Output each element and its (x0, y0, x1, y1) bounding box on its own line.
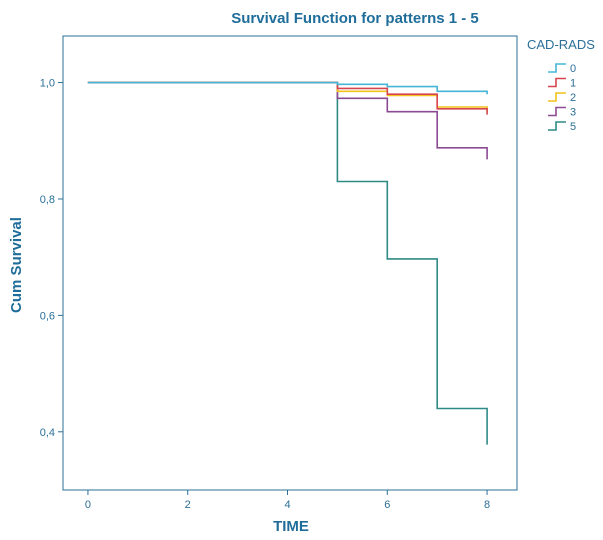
y-ticks: 0,4 0,6 0,8 1,0 (40, 78, 63, 439)
plot-frame (62, 35, 518, 491)
legend-swatch-1 (548, 77, 566, 88)
legend-title: CAD-RADS (527, 37, 595, 52)
series-line-5 (87, 81, 488, 445)
y-tick-label: 0,8 (40, 194, 55, 206)
legend-label: 0 (570, 63, 576, 75)
x-tick-label: 4 (284, 499, 290, 511)
legend: CAD-RADS 0 1 2 3 5 (527, 37, 595, 133)
y-tick-label: 0,6 (40, 310, 55, 322)
x-tick-label: 8 (484, 499, 490, 511)
series-lines (87, 81, 488, 445)
series-line-0 (87, 81, 488, 95)
x-tick-label: 0 (85, 499, 91, 511)
legend-swatch-2 (548, 92, 566, 102)
legend-label: 2 (570, 92, 576, 104)
x-axis-label: TIME (273, 518, 309, 535)
legend-items: 0 1 2 3 5 (548, 63, 576, 133)
legend-swatch-3 (548, 106, 566, 117)
x-ticks: 0 2 4 6 8 (85, 490, 490, 511)
y-axis-label: Cum Survival (8, 217, 25, 313)
legend-label: 3 (570, 107, 576, 119)
legend-swatch-5 (548, 121, 566, 131)
y-tick-label: 0,4 (40, 427, 55, 439)
y-axis-label-group: Cum Survival (8, 217, 25, 313)
legend-swatch-0 (548, 63, 566, 73)
legend-label: 1 (570, 78, 576, 90)
x-tick-label: 6 (384, 499, 390, 511)
legend-label: 5 (570, 121, 576, 133)
chart-title: Survival Function for patterns 1 - 5 (231, 10, 479, 27)
x-tick-label: 2 (185, 499, 191, 511)
y-tick-label: 1,0 (40, 78, 55, 90)
